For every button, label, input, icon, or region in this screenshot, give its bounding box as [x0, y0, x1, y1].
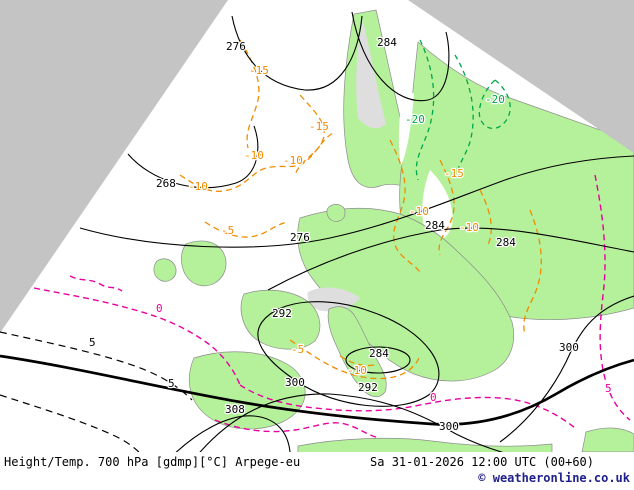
temp-line-m20-a: [415, 39, 435, 181]
contour-labels-layer: 276 284 268 276 284 284 292 284 292 300 308 300 300 -…: [88, 35, 613, 435]
projection-mask: [0, 0, 634, 333]
contour-label: -10: [459, 221, 479, 234]
outside-top-right: [408, 0, 634, 153]
caption-parameter: Height/Temp. 700 hPa [gdmp][°C] Arpege-e…: [4, 455, 301, 469]
temp-line-med-low-inner: [339, 355, 379, 367]
temperature-contours-magenta: [33, 174, 631, 439]
temp-line-m20-b: [454, 54, 474, 179]
contour-label: -15: [309, 120, 329, 133]
contour-label: 292: [358, 381, 378, 394]
outside-top-left: [0, 0, 228, 333]
contour-label: 300: [559, 341, 579, 354]
terrain-alps: [307, 287, 360, 312]
contour-label: 5: [168, 377, 175, 390]
temp-line-0-squiggle: [69, 275, 123, 292]
temperature-contours-green: [415, 39, 511, 181]
temp-line-med-low: [289, 339, 421, 380]
land-france: [240, 289, 321, 350]
contour-label: 0: [156, 302, 163, 315]
contour-label: 276: [226, 40, 246, 53]
copyright-label: © weatheronline.co.uk: [478, 471, 630, 485]
contour-label: 284: [377, 36, 397, 49]
land-iberia: [188, 351, 306, 430]
contour-label: -20: [405, 113, 425, 126]
height-300-east: [499, 295, 634, 443]
contour-label: 284: [496, 236, 516, 249]
temp-line-p5: [0, 331, 193, 401]
contour-label: -10: [283, 154, 303, 167]
contour-label: 300: [439, 420, 459, 433]
temp-line-p5-b: [0, 394, 140, 452]
temp-line-m15-a: [239, 39, 260, 149]
temp-line-m10-east: [438, 159, 455, 256]
sea-gulf-bothnia: [398, 84, 414, 166]
height-284-north: [351, 11, 450, 102]
contour-label: -10: [409, 205, 429, 218]
contour-label: -15: [249, 64, 269, 77]
temperature-contours-orange: [179, 39, 542, 380]
land-layer: [153, 9, 634, 452]
caption-bar: Height/Temp. 700 hPa [gdmp][°C] Arpege-e…: [0, 452, 634, 490]
temp-line-m20-loop: [478, 79, 511, 129]
land-britain: [181, 240, 227, 287]
contour-label: -5: [291, 343, 304, 356]
contour-label: -20: [485, 93, 505, 106]
temp-line-east-long: [523, 209, 542, 336]
temp-line-m10-east2: [479, 189, 492, 246]
height-276-mid: [79, 155, 634, 248]
temp-line-5-east: [594, 174, 631, 421]
land-anatolia: [581, 427, 634, 452]
temp-line-0-gibraltar: [214, 419, 381, 439]
contour-label: 276: [290, 231, 310, 244]
height-284-mid: [267, 227, 634, 291]
height-308: [175, 415, 291, 452]
weather-map-svg: 276 284 268 276 284 284 292 284 292 300 308 300 300 -…: [0, 0, 634, 452]
temp-line-0-west: [33, 287, 241, 386]
contour-label: 0: [430, 391, 437, 404]
contour-label: -10: [188, 180, 208, 193]
contour-label: 300: [285, 376, 305, 389]
height-contours: [0, 11, 634, 452]
contour-label: -10: [244, 149, 264, 162]
temperature-contours-black: [0, 331, 193, 452]
land-ireland: [153, 258, 177, 282]
height-276-north: [231, 15, 363, 91]
height-268: [127, 125, 259, 189]
contour-label: -5: [221, 224, 234, 237]
contour-label: -15: [444, 167, 464, 180]
contour-label: 284: [369, 347, 389, 360]
contour-label: 268: [156, 177, 176, 190]
temp-line-m5-a: [204, 221, 289, 238]
contour-label: 284: [425, 219, 445, 232]
temp-line-m15-east: [389, 139, 421, 273]
contour-label: 292: [272, 307, 292, 320]
height-284-closed-low: [345, 346, 411, 374]
caption-datetime: Sa 31-01-2026 12:00 UTC (00+60): [370, 455, 594, 469]
land-italy: [327, 306, 387, 398]
contour-label: 308: [225, 403, 245, 416]
contour-label: 5: [89, 336, 96, 349]
height-292-loop: [257, 301, 440, 407]
height-300-south: [199, 393, 504, 452]
contour-label: 5: [605, 382, 612, 395]
land-north-africa: [297, 437, 553, 452]
temp-line-0-south: [239, 384, 576, 429]
height-bold-line: [0, 354, 634, 426]
weather-map: 276 284 268 276 284 284 292 284 292 300 308 300 300 -…: [0, 0, 634, 452]
terrain-scandes: [356, 20, 386, 129]
contour-label: -10: [347, 364, 367, 377]
land-denmark: [326, 204, 346, 222]
